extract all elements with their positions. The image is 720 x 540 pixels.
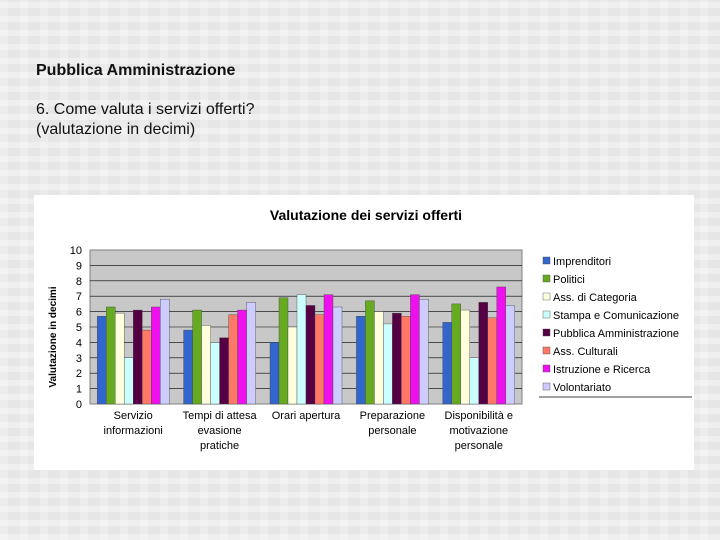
chart-title: Valutazione dei servizi offerti	[270, 207, 462, 223]
bar-chart: Valutazione dei servizi offerti Valutazi…	[48, 207, 692, 452]
y-tick-label: 3	[76, 353, 82, 365]
bar	[487, 317, 497, 405]
bar	[410, 294, 420, 405]
bar	[460, 309, 470, 405]
bar	[246, 302, 256, 405]
bar	[419, 299, 429, 405]
bar	[314, 314, 325, 405]
y-tick-label: 5	[76, 322, 82, 334]
bar	[159, 299, 170, 405]
bar	[496, 286, 506, 405]
legend-swatch	[542, 382, 551, 391]
legend-swatch	[542, 292, 551, 301]
legend-swatch	[542, 346, 551, 355]
x-tick-label: personale	[368, 425, 416, 437]
y-tick-label: 6	[76, 307, 82, 319]
slide-heading: Pubblica Amministrazione	[36, 62, 236, 79]
legend-label: Pubblica Amministrazione	[553, 328, 679, 340]
y-axis-label: Valutazione in decimi	[48, 286, 59, 387]
legend-label: Imprenditori	[553, 256, 611, 268]
x-tick-label: Orari apertura	[272, 410, 341, 422]
y-tick-label: 2	[76, 368, 82, 380]
y-tick-label: 9	[76, 260, 82, 272]
x-tick-label: evasione	[198, 425, 242, 437]
bar	[269, 342, 280, 405]
bar	[192, 309, 202, 405]
bar	[401, 316, 411, 405]
legend-label: Stampa e Comunicazione	[553, 310, 679, 322]
bar	[219, 337, 229, 405]
plot-area: 0 1 2 3 4 5 6 7 8 9 10 Servizio informazioni Tempi di…	[70, 245, 523, 452]
bar	[478, 302, 488, 405]
bar	[305, 305, 316, 405]
bar	[278, 297, 289, 405]
bar	[356, 316, 366, 405]
x-tick-label: pratiche	[200, 440, 239, 452]
bar	[442, 322, 452, 405]
bar	[141, 329, 152, 405]
bar	[287, 326, 298, 405]
x-tick-label: Servizio	[114, 410, 153, 422]
bar	[114, 312, 125, 405]
bar	[469, 357, 479, 405]
legend-label: Politici	[553, 274, 585, 286]
bar	[392, 312, 402, 405]
y-tick-label: 7	[76, 291, 82, 303]
x-tick-label: motivazione	[449, 425, 508, 437]
legend-label: Ass. di Categoria	[553, 292, 638, 304]
bar	[365, 300, 375, 405]
bar	[505, 305, 515, 405]
bar	[123, 357, 134, 405]
y-tick-label: 4	[76, 337, 82, 349]
legend-swatch	[542, 274, 551, 283]
bar	[210, 342, 220, 405]
question-line-2: (valutazione in decimi)	[36, 121, 196, 138]
bar	[97, 316, 107, 405]
bar	[150, 306, 161, 405]
y-tick-label: 8	[76, 276, 82, 288]
bar	[105, 306, 116, 405]
bar	[296, 294, 307, 405]
x-tick-label: personale	[455, 440, 503, 452]
legend-label: Volontariato	[553, 382, 611, 394]
legend-label: Ass. Culturali	[553, 346, 618, 358]
bar	[228, 314, 238, 405]
x-tick-label: Disponibilità e	[445, 410, 513, 422]
y-tick-label: 0	[76, 399, 82, 411]
x-tick-label: Preparazione	[360, 410, 425, 422]
y-tick-label: 10	[70, 245, 82, 257]
x-tick-label: Tempi di attesa	[183, 410, 258, 422]
y-tick-label: 1	[76, 384, 82, 396]
bar	[237, 309, 247, 405]
bar	[323, 294, 334, 405]
legend-label: Istruzione e Ricerca	[553, 364, 651, 376]
question-line-1: 6. Come valuta i servizi offerti?	[36, 101, 255, 118]
legend-swatch	[542, 310, 551, 319]
bar	[132, 309, 143, 405]
slide-text-block: Pubblica Amministrazione 6. Come valuta …	[36, 62, 254, 140]
bar	[183, 329, 193, 405]
bar	[201, 325, 211, 405]
legend-swatch	[542, 328, 551, 337]
legend: Imprenditori Politici Ass. di Categoria Sta…	[539, 256, 692, 398]
x-tick-label: informazioni	[104, 425, 163, 437]
bar	[451, 303, 461, 405]
chart-panel: Valutazione dei servizi offerti Valutazi…	[34, 195, 694, 470]
legend-swatch	[542, 256, 551, 265]
bar	[383, 323, 393, 405]
bar	[332, 306, 343, 405]
bar	[374, 311, 384, 405]
legend-swatch	[542, 364, 551, 373]
